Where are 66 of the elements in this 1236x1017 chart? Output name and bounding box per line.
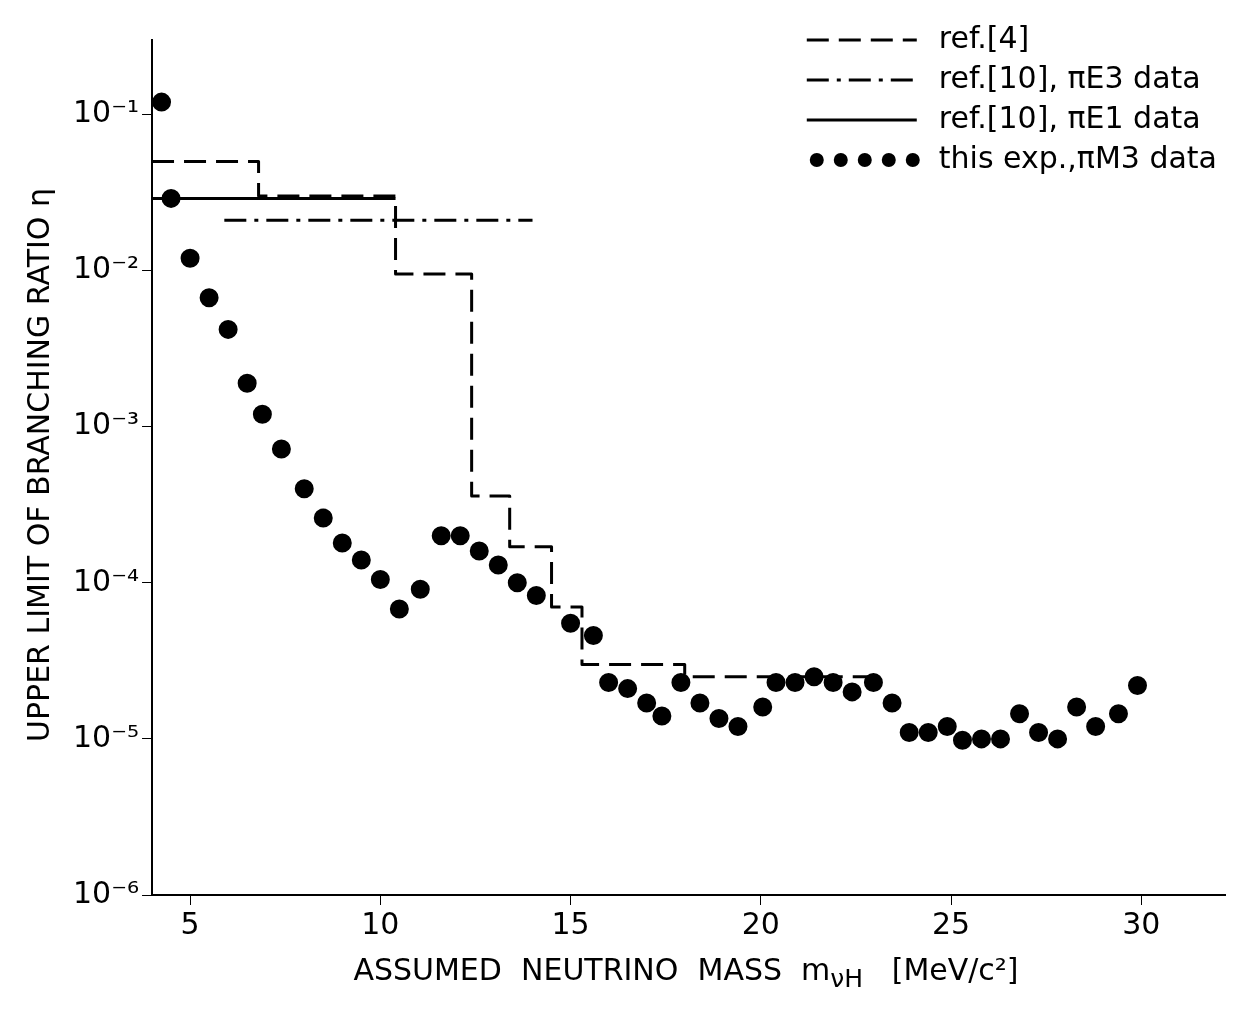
point	[332, 533, 352, 553]
point	[652, 706, 672, 726]
point	[507, 573, 527, 593]
legend-label: ref.[10], πE3 data	[938, 59, 1201, 95]
point	[899, 722, 919, 742]
point	[671, 672, 691, 692]
point	[180, 248, 200, 268]
point	[753, 697, 773, 717]
point	[389, 599, 409, 619]
point	[1086, 717, 1106, 737]
y-tick-label: 10⁻⁴	[72, 562, 140, 598]
point	[618, 679, 638, 699]
point	[1048, 729, 1068, 749]
x-tick-label: 30	[1122, 905, 1161, 941]
legend-label: ref.[10], πE1 data	[938, 99, 1201, 135]
point	[804, 667, 824, 687]
point	[152, 92, 172, 112]
point	[882, 693, 902, 713]
point	[450, 526, 470, 546]
x-tick-label: 25	[931, 905, 971, 941]
point	[863, 672, 883, 692]
x-axis-title: ASSUMED NEUTRINO MASS m$_{νH}$ [MeV/c²]	[352, 952, 1020, 993]
y-tick-label: 10⁻²	[72, 250, 140, 286]
x-tick-label: 10	[361, 905, 400, 941]
point	[842, 682, 862, 702]
point	[1010, 704, 1030, 724]
point	[431, 526, 451, 546]
x-tick-label: 15	[551, 905, 590, 941]
point	[469, 541, 489, 561]
point	[583, 625, 603, 645]
legend-label: this exp.,πM3 data	[938, 139, 1217, 175]
point	[937, 717, 957, 737]
point	[918, 722, 938, 742]
point	[199, 288, 219, 308]
point	[313, 508, 333, 528]
point	[952, 730, 972, 750]
y-tick-label: 10⁻⁵	[72, 718, 140, 754]
point	[709, 709, 729, 729]
point	[728, 717, 748, 737]
point	[294, 479, 314, 499]
point	[991, 729, 1011, 749]
point	[252, 404, 272, 424]
y-axis-title: UPPER LIMIT OF BRANCHING RATIO η	[20, 188, 56, 742]
point	[410, 579, 430, 599]
point	[271, 439, 291, 459]
x-tick-label: 20	[741, 905, 780, 941]
y-tick-label: 10⁻³	[72, 406, 140, 442]
point	[637, 693, 657, 713]
point	[237, 373, 257, 393]
y-tick-label: 10⁻⁶	[72, 874, 140, 910]
point	[1108, 704, 1128, 724]
point	[971, 729, 991, 749]
point	[526, 585, 546, 605]
point	[561, 613, 581, 633]
point	[1127, 675, 1147, 695]
point	[690, 693, 710, 713]
point	[370, 569, 390, 589]
point	[218, 319, 238, 339]
y-tick-label: 10⁻¹	[72, 94, 140, 130]
point	[1067, 697, 1087, 717]
legend-label: ref.[4]	[938, 19, 1030, 55]
point	[599, 672, 619, 692]
x-tick-label: 5	[180, 905, 200, 941]
point	[351, 550, 371, 570]
point	[1029, 722, 1049, 742]
point	[488, 555, 508, 575]
